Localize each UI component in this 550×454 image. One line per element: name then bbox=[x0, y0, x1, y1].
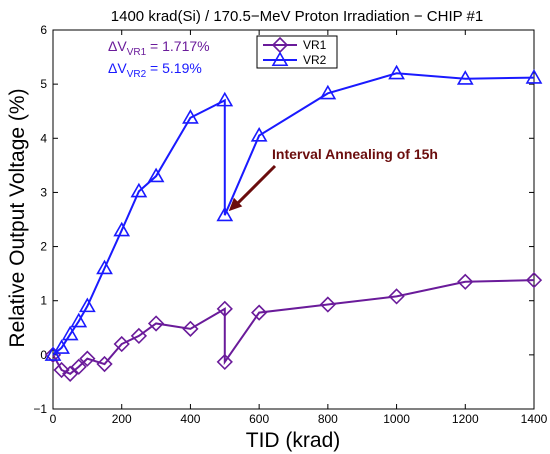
x-tick-label: 600 bbox=[249, 412, 269, 426]
y-tick-label: 2 bbox=[40, 240, 47, 254]
x-tick-label: 1200 bbox=[452, 412, 479, 426]
series-line-vr1 bbox=[52, 279, 535, 375]
y-tick-label: 4 bbox=[40, 131, 47, 145]
data-point-vr2 bbox=[319, 84, 337, 100]
delta-label: ΔVVR2 = 5.19% bbox=[108, 60, 202, 80]
data-point-vr1 bbox=[79, 350, 96, 367]
y-tick-label: 1 bbox=[40, 294, 47, 308]
legend-label-vr2: VR2 bbox=[303, 53, 327, 67]
data-point-vr1 bbox=[113, 335, 130, 353]
y-axis-label: Relative Output Voltage (%) bbox=[6, 88, 29, 347]
data-point-vr1 bbox=[216, 300, 233, 317]
y-tick-label: 3 bbox=[40, 185, 47, 199]
data-point-vr1 bbox=[457, 273, 474, 290]
series-vr2 bbox=[44, 64, 543, 361]
data-point-vr2 bbox=[96, 259, 113, 275]
series-layer bbox=[44, 64, 543, 382]
y-tick-label: 0 bbox=[40, 348, 47, 362]
data-point-vr1 bbox=[388, 288, 405, 305]
annotation-arrow-head bbox=[228, 197, 243, 212]
x-tick-label: 200 bbox=[112, 412, 132, 426]
x-tick-label: 800 bbox=[318, 412, 338, 426]
series-line-vr2 bbox=[52, 72, 535, 356]
data-point-vr2 bbox=[130, 182, 148, 198]
y-tick-label: −1 bbox=[33, 402, 47, 416]
x-axis-label: TID (krad) bbox=[246, 429, 341, 452]
delta-labels: ΔVVR1 = 1.717%ΔVVR2 = 5.19% bbox=[108, 38, 210, 80]
data-point-vr2 bbox=[250, 126, 268, 142]
data-point-vr2 bbox=[61, 325, 79, 341]
x-tick-label: 1000 bbox=[383, 412, 410, 426]
data-point-vr1 bbox=[70, 358, 87, 375]
delta-label: ΔVVR1 = 1.717% bbox=[108, 38, 210, 58]
x-tick-label: 1400 bbox=[521, 412, 548, 426]
data-point-vr2 bbox=[456, 70, 474, 85]
y-tick-label: 6 bbox=[40, 23, 47, 37]
data-point-vr1 bbox=[147, 315, 165, 332]
data-point-vr2 bbox=[53, 339, 70, 354]
annotation-text: Interval Annealing of 15h bbox=[272, 146, 438, 162]
data-point-vr2 bbox=[388, 64, 405, 80]
legend-marker bbox=[271, 51, 289, 67]
data-point-vr1 bbox=[182, 320, 199, 337]
data-point-vr2 bbox=[147, 167, 165, 183]
data-point-vr1 bbox=[96, 355, 113, 373]
data-point-vr2 bbox=[216, 206, 234, 222]
data-point-vr1 bbox=[216, 353, 233, 371]
data-point-vr2 bbox=[216, 91, 234, 107]
x-tick-label: 400 bbox=[180, 412, 200, 426]
plot-frame bbox=[52, 29, 535, 410]
data-point-vr2 bbox=[525, 69, 543, 84]
data-point-vr1 bbox=[251, 304, 268, 321]
data-point-vr2 bbox=[182, 109, 199, 124]
annotation-arrow-shaft bbox=[235, 164, 277, 206]
data-point-vr1 bbox=[130, 327, 148, 345]
chart-title: 1400 krad(Si) / 170.5−MeV Proton Irradia… bbox=[111, 8, 483, 25]
data-point-vr1 bbox=[319, 296, 336, 313]
series-vr1 bbox=[44, 272, 543, 382]
data-point-vr2 bbox=[70, 312, 88, 328]
data-point-vr2 bbox=[113, 221, 131, 237]
legend-box bbox=[256, 35, 338, 69]
data-point-vr1 bbox=[525, 272, 543, 289]
annotation: Interval Annealing of 15h bbox=[228, 146, 438, 212]
data-point-vr2 bbox=[78, 297, 96, 313]
x-tick-label: 0 bbox=[50, 412, 57, 426]
data-point-vr1 bbox=[53, 361, 70, 379]
data-point-vr2 bbox=[44, 346, 62, 361]
data-point-vr1 bbox=[62, 365, 79, 382]
legend-label-vr1: VR1 bbox=[303, 38, 327, 52]
y-tick-label: 5 bbox=[40, 77, 47, 91]
